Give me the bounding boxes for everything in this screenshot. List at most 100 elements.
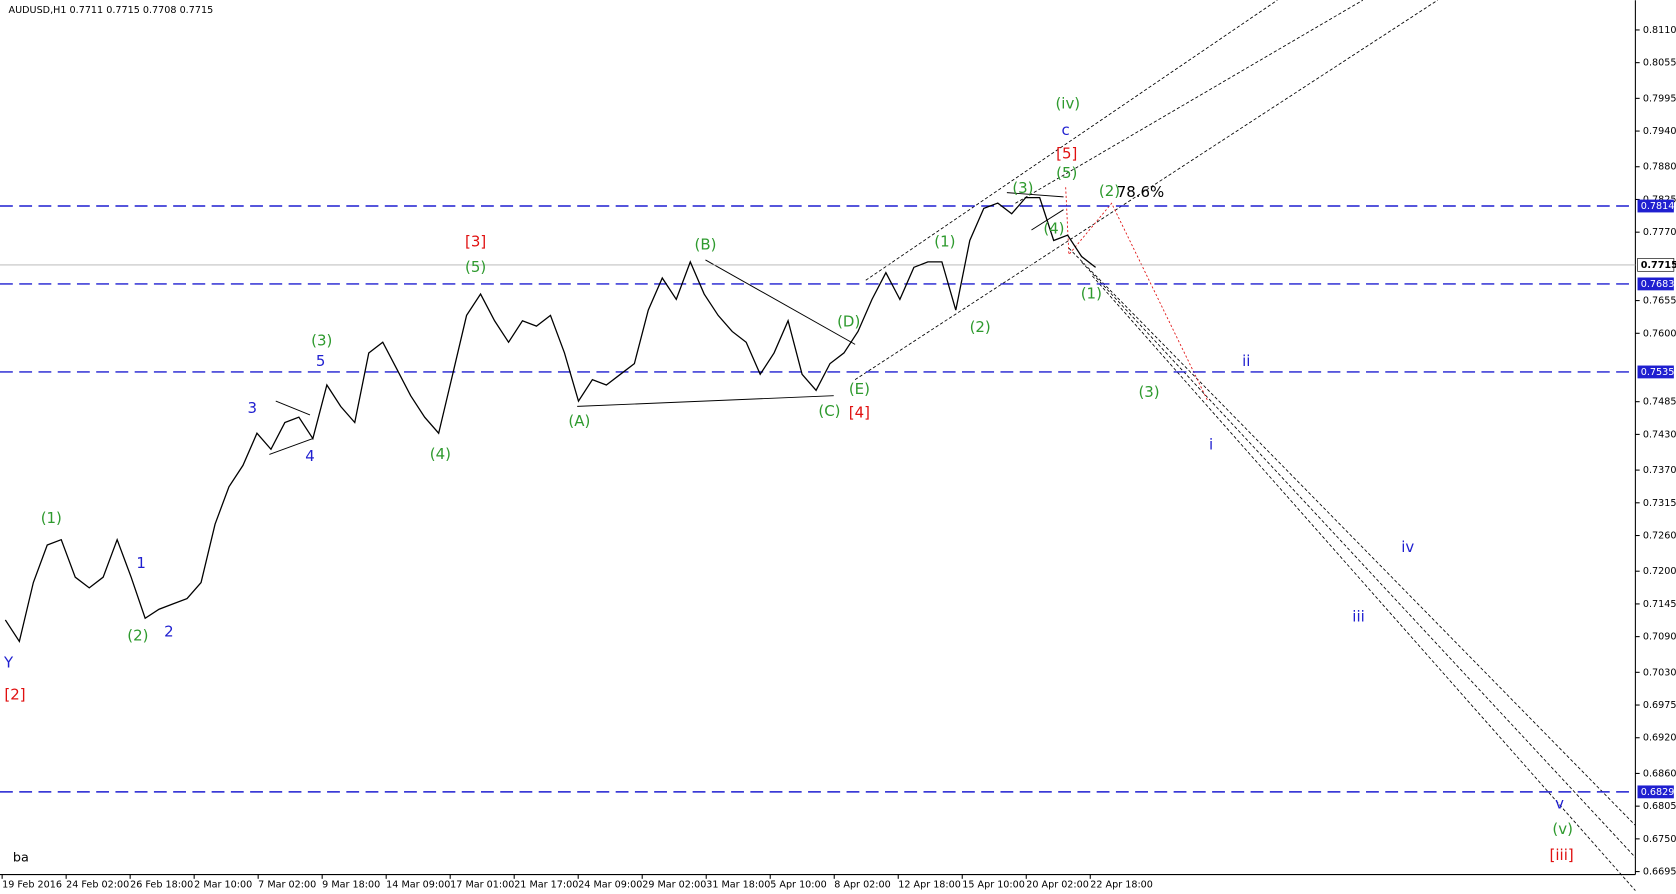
level-box	[1637, 277, 1674, 291]
x-tick-label: 2 Mar 10:00	[194, 879, 252, 890]
pattern-lines	[269, 192, 1064, 455]
y-tick-label: 0.7880	[1643, 162, 1676, 173]
x-tick-label: 8 Apr 02:00	[834, 879, 891, 890]
wave-label: 2	[164, 622, 174, 640]
current-price-box	[1637, 258, 1675, 272]
wave-label: ii	[1242, 352, 1250, 370]
channel-line	[1092, 275, 1636, 891]
level-label: 0.7814	[1641, 201, 1675, 212]
current-price-label: 0.7715	[1641, 260, 1676, 271]
y-tick-label: 0.7655	[1643, 296, 1676, 307]
wave-label: [iii]	[1550, 846, 1574, 864]
y-tick-label: 0.6975	[1643, 700, 1676, 711]
triangle-line	[1006, 192, 1064, 198]
fib-line	[1065, 187, 1209, 402]
x-tick-label: 12 Apr 18:00	[898, 879, 961, 890]
triangle-line	[275, 400, 311, 416]
wave-label: (v)	[1552, 820, 1573, 838]
x-tick-label: 21 Mar 17:00	[514, 879, 578, 890]
y-tick-label: 0.7770	[1643, 227, 1676, 238]
y-tick-label: 0.7145	[1643, 599, 1676, 610]
wave-label: 3	[247, 399, 257, 417]
wave-label: (B)	[694, 235, 716, 253]
level-label: 0.6829	[1641, 787, 1675, 798]
wave-label: 78.6%	[1117, 183, 1165, 201]
wave-label: c	[1062, 121, 1070, 139]
wave-label: [5]	[1056, 145, 1077, 163]
wave-label: (2)	[127, 627, 148, 645]
level-box	[1637, 785, 1674, 799]
x-tick-label: 22 Apr 18:00	[1090, 879, 1153, 890]
y-tick-label: 0.7030	[1643, 667, 1676, 678]
price-line	[4, 196, 1096, 644]
wave-label: 4	[305, 447, 315, 465]
wave-label: iv	[1401, 538, 1414, 556]
chart-title: AUDUSD,H1 0.7711 0.7715 0.7708 0.7715	[9, 5, 214, 16]
y-tick-label: 0.6750	[1643, 834, 1676, 845]
x-tick-label: 26 Feb 18:00	[130, 879, 193, 890]
x-tick-label: 20 Apr 02:00	[1026, 879, 1089, 890]
wave-label: (iv)	[1055, 94, 1080, 112]
wave-label: i	[1209, 435, 1213, 453]
x-tick-label: 19 Feb 2016	[2, 879, 62, 890]
corner-label: ba	[13, 851, 29, 866]
x-tick-label: 24 Feb 02:00	[66, 879, 129, 890]
y-tick-label: 0.6805	[1643, 801, 1676, 812]
triangle-line	[705, 259, 856, 345]
triangle-line	[269, 437, 314, 455]
y-tick-label: 0.7370	[1643, 465, 1676, 476]
channel-line	[865, 0, 1278, 281]
wave-label: v	[1555, 795, 1564, 813]
y-tick-label: 0.7090	[1643, 632, 1676, 643]
level-label: 0.7535	[1641, 367, 1675, 378]
y-tick-label: 0.7995	[1643, 93, 1676, 104]
level-box	[1637, 199, 1674, 213]
wave-label: (4)	[430, 445, 451, 463]
x-tick-label: 29 Mar 02:00	[642, 879, 706, 890]
y-tick-label: 0.7200	[1643, 566, 1676, 577]
wave-label: [2]	[4, 685, 25, 703]
x-tick-label: 24 Mar 09:00	[578, 879, 642, 890]
wave-label: (1)	[934, 232, 955, 250]
x-tick-label: 15 Apr 10:00	[962, 879, 1025, 890]
wave-label: (3)	[311, 332, 332, 350]
level-label: 0.7683	[1641, 279, 1675, 290]
wave-label: (A)	[568, 412, 590, 430]
x-tick-label: 9 Mar 18:00	[322, 879, 380, 890]
x-tick-label: 17 Mar 01:00	[450, 879, 514, 890]
wave-label: (C)	[818, 402, 840, 420]
wave-label: 1	[136, 554, 146, 572]
y-tick-label: 0.8055	[1643, 58, 1676, 69]
y-tick-label: 0.6860	[1643, 768, 1676, 779]
y-tick-label: 0.7600	[1643, 328, 1676, 339]
wave-label: [3]	[465, 232, 486, 250]
x-tick-label: 14 Mar 09:00	[386, 879, 450, 890]
wave-label: (5)	[1056, 164, 1077, 182]
wave-label: (1)	[1081, 285, 1102, 303]
y-tick-label: 0.8110	[1643, 25, 1676, 36]
y-tick-label: 0.7485	[1643, 397, 1676, 408]
wave-label: (5)	[465, 258, 486, 276]
wave-label: (2)	[970, 318, 991, 336]
wave-label: (4)	[1043, 219, 1064, 237]
channel-line	[1015, 0, 1364, 204]
wave-label: (D)	[837, 312, 860, 330]
y-tick-label: 0.7315	[1643, 498, 1676, 509]
channel-line	[1068, 247, 1636, 826]
wave-label: Y	[3, 653, 14, 671]
y-tick-label: 0.7430	[1643, 429, 1676, 440]
y-tick-label: 0.6695	[1643, 867, 1676, 878]
level-box	[1637, 365, 1674, 379]
wave-label: (2)	[1099, 182, 1120, 200]
wave-label: (1)	[41, 509, 62, 527]
y-tick-label: 0.7940	[1643, 126, 1676, 137]
wave-label: (E)	[849, 380, 870, 398]
x-tick-label: 5 Apr 10:00	[770, 879, 827, 890]
wave-label: [4]	[849, 403, 870, 421]
x-tick-label: 7 Mar 02:00	[258, 879, 316, 890]
channel-line	[1081, 261, 1636, 858]
channel-lines	[854, 0, 1636, 891]
